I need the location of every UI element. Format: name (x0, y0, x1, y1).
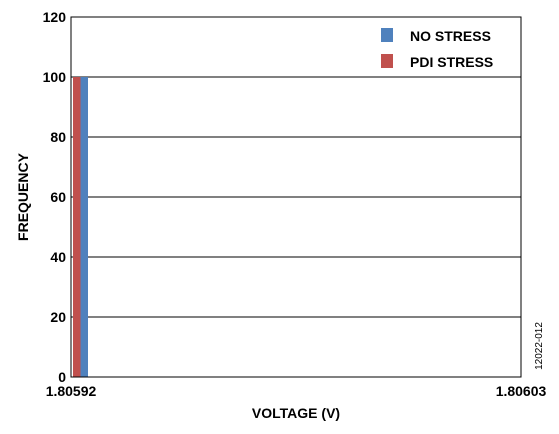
figure-id: 12022-012 (534, 322, 545, 370)
y-tick-label-100: 100 (43, 69, 67, 85)
y-tick-label-120: 120 (43, 9, 67, 25)
y-tick-label-40: 40 (50, 249, 66, 265)
x-axis-title: VOLTAGE (V) (252, 405, 340, 421)
legend-swatch-no-stress (381, 28, 393, 42)
y-tick-label-20: 20 (50, 309, 66, 325)
y-tick-label-80: 80 (50, 129, 66, 145)
bar-no-stress-0 (80, 77, 88, 377)
y-axis-title: FREQUENCY (15, 152, 31, 241)
legend-label-pdi-stress: PDI STRESS (410, 54, 493, 70)
x-tick-labels: 1.80592 1.80603 (46, 383, 547, 399)
x-tick-label-1: 1.80603 (496, 383, 547, 399)
legend-swatch-pdi-stress (381, 54, 393, 68)
legend-label-no-stress: NO STRESS (410, 28, 491, 44)
legend: NO STRESS PDI STRESS (381, 28, 493, 70)
plot-frame (70, 16, 522, 378)
x-tick-label-0: 1.80592 (46, 383, 97, 399)
bars (73, 77, 88, 377)
bar-pdi-stress-0 (73, 77, 81, 377)
y-tick-label-0: 0 (58, 369, 66, 385)
y-tick-labels: 0 20 40 60 80 100 120 (43, 9, 67, 385)
gridlines (71, 76, 521, 318)
y-tick-label-60: 60 (50, 189, 66, 205)
